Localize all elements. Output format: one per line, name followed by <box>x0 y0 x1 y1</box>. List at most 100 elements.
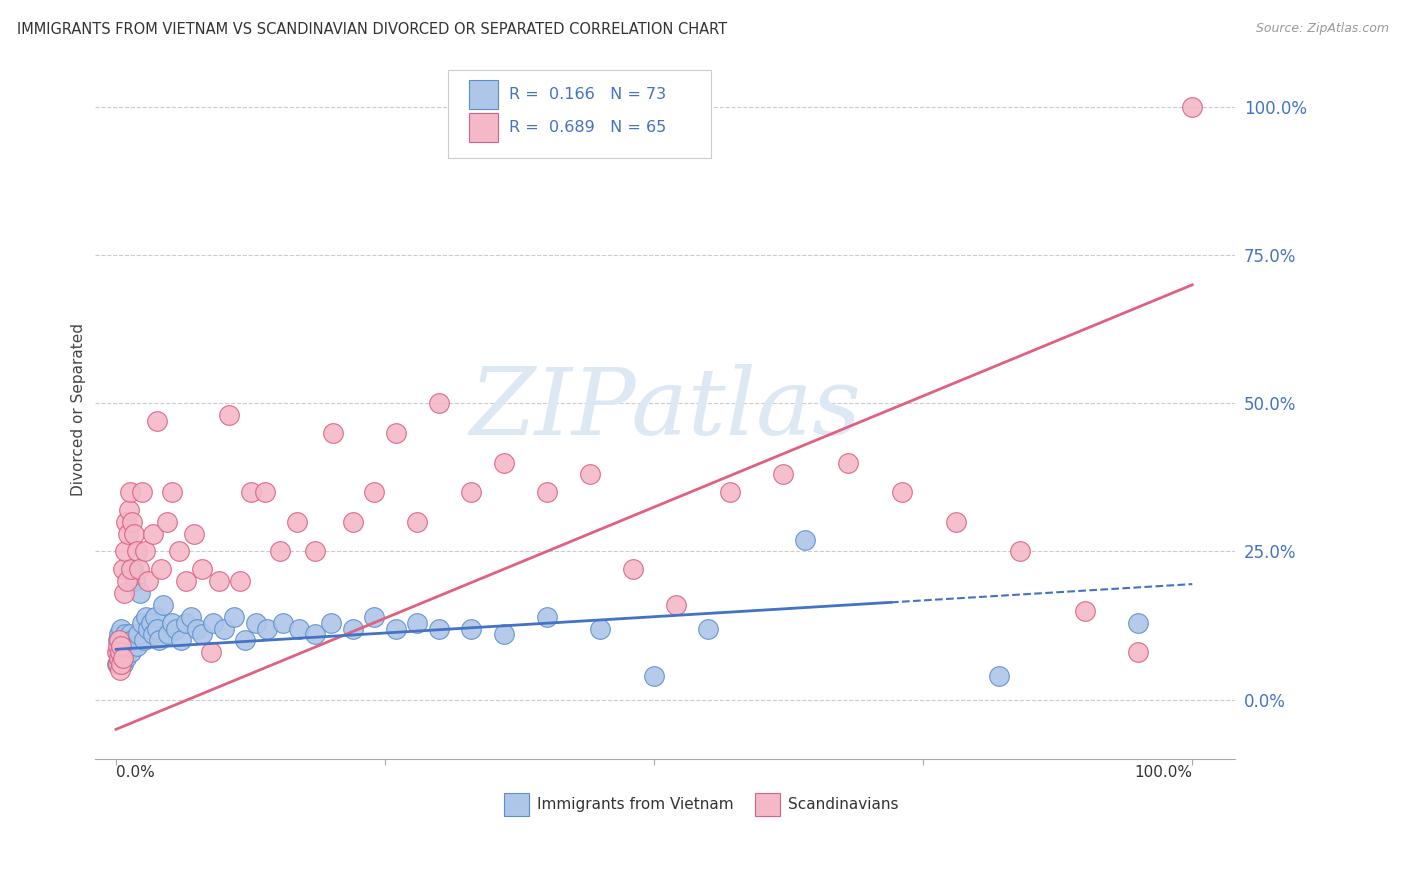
Point <box>1010 544 1032 558</box>
Point <box>114 515 136 529</box>
Point <box>135 609 157 624</box>
Point <box>131 485 153 500</box>
Point <box>143 609 166 624</box>
Point <box>643 669 665 683</box>
Point <box>174 574 197 588</box>
Point <box>138 574 160 588</box>
Point <box>183 526 205 541</box>
Point <box>110 657 132 672</box>
Point <box>139 615 162 630</box>
Point <box>110 640 132 654</box>
Point <box>406 615 429 630</box>
Point <box>665 598 688 612</box>
Point <box>108 633 131 648</box>
Point <box>218 408 240 422</box>
Text: 0.0%: 0.0% <box>117 764 155 780</box>
Point <box>385 622 408 636</box>
Point <box>174 615 197 630</box>
Point <box>112 651 135 665</box>
Point <box>200 645 222 659</box>
Point <box>112 586 135 600</box>
Point <box>385 425 408 440</box>
Point <box>114 651 136 665</box>
Point <box>156 515 179 529</box>
Point <box>578 467 600 482</box>
Point <box>152 598 174 612</box>
Point <box>180 609 202 624</box>
Point <box>322 425 344 440</box>
Point <box>120 645 142 659</box>
Point <box>987 669 1010 683</box>
FancyBboxPatch shape <box>468 112 498 142</box>
Point <box>793 533 815 547</box>
Point <box>131 615 153 630</box>
Point <box>138 622 160 636</box>
Point <box>107 645 129 659</box>
Point <box>110 633 132 648</box>
Point <box>191 562 214 576</box>
Point <box>142 627 165 641</box>
Text: 100.0%: 100.0% <box>1135 764 1192 780</box>
Point <box>121 633 143 648</box>
Text: Scandinavians: Scandinavians <box>789 797 898 812</box>
Text: R =  0.689   N = 65: R = 0.689 N = 65 <box>509 120 666 135</box>
Point <box>460 622 482 636</box>
Point <box>427 622 450 636</box>
Point <box>146 622 169 636</box>
Point <box>128 586 150 600</box>
Point <box>167 544 190 558</box>
Point <box>160 485 183 500</box>
Point <box>118 503 141 517</box>
Point <box>122 562 145 576</box>
Point <box>124 574 146 588</box>
Point <box>1128 645 1150 659</box>
Point <box>108 640 131 654</box>
Point <box>269 544 291 558</box>
Point <box>117 526 139 541</box>
Point <box>150 562 173 576</box>
Point <box>110 645 132 659</box>
FancyBboxPatch shape <box>505 793 529 815</box>
Point <box>697 622 720 636</box>
Point <box>191 627 214 641</box>
Text: Immigrants from Vietnam: Immigrants from Vietnam <box>537 797 734 812</box>
Point <box>111 645 134 659</box>
Point <box>115 645 138 659</box>
Y-axis label: Divorced or Separated: Divorced or Separated <box>72 323 86 496</box>
FancyBboxPatch shape <box>468 80 498 109</box>
Point <box>621 562 644 576</box>
Point <box>208 574 231 588</box>
Point <box>1181 100 1204 114</box>
Point <box>105 657 128 672</box>
Point <box>160 615 183 630</box>
Point <box>125 640 148 654</box>
Point <box>112 633 135 648</box>
Point <box>718 485 741 500</box>
Point <box>536 485 558 500</box>
Point <box>142 526 165 541</box>
Point <box>110 651 132 665</box>
Point <box>110 657 132 672</box>
Point <box>115 574 138 588</box>
Text: R =  0.166   N = 73: R = 0.166 N = 73 <box>509 87 666 102</box>
Point <box>105 645 128 659</box>
Point <box>492 627 515 641</box>
Point <box>945 515 967 529</box>
Point <box>837 456 859 470</box>
Point <box>107 657 129 672</box>
Point <box>156 627 179 641</box>
Point <box>304 627 326 641</box>
Point <box>120 562 142 576</box>
Point <box>363 485 385 500</box>
Point <box>111 657 134 672</box>
Point <box>111 651 134 665</box>
Point <box>120 485 142 500</box>
Point <box>772 467 794 482</box>
Point <box>492 456 515 470</box>
Point <box>110 645 132 659</box>
Point <box>1073 604 1095 618</box>
Point <box>256 622 278 636</box>
Text: Source: ZipAtlas.com: Source: ZipAtlas.com <box>1256 22 1389 36</box>
Point <box>114 627 136 641</box>
Point <box>229 574 252 588</box>
